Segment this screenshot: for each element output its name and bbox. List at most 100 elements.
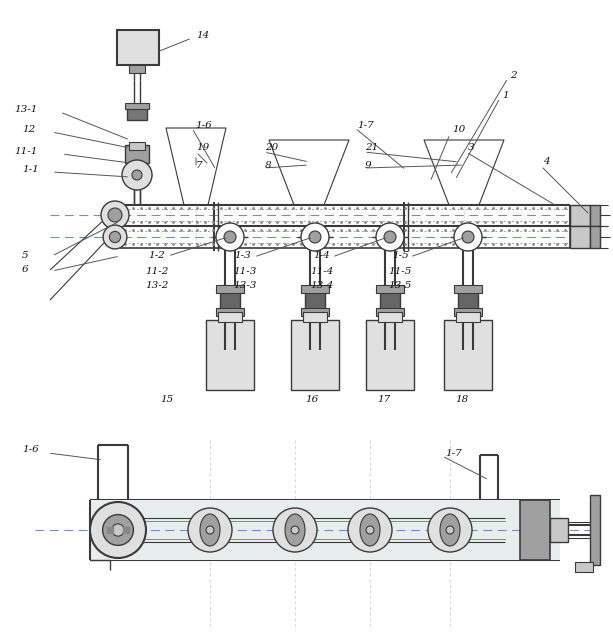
Text: 21: 21	[365, 144, 378, 153]
Text: 4: 4	[543, 158, 550, 167]
Text: 13-3: 13-3	[233, 281, 256, 290]
Bar	[129, 65, 145, 73]
Ellipse shape	[200, 514, 220, 546]
Circle shape	[348, 508, 392, 552]
Circle shape	[122, 160, 152, 190]
Circle shape	[376, 223, 404, 251]
Bar	[291, 320, 339, 390]
Text: 13-2: 13-2	[145, 281, 169, 290]
Text: 14: 14	[196, 31, 209, 40]
Bar	[216, 308, 244, 316]
Bar	[117, 30, 159, 65]
Ellipse shape	[440, 514, 460, 546]
Bar	[305, 290, 325, 310]
Text: 11-4: 11-4	[310, 267, 333, 276]
Text: 11-3: 11-3	[233, 267, 256, 276]
Text: 8: 8	[265, 160, 272, 169]
Bar	[303, 312, 327, 322]
Text: 1-4: 1-4	[313, 251, 330, 260]
Text: 17: 17	[377, 395, 390, 404]
Circle shape	[188, 508, 232, 552]
Bar	[301, 308, 329, 316]
Text: 10: 10	[452, 126, 465, 135]
Ellipse shape	[360, 514, 380, 546]
Bar	[456, 312, 480, 322]
Text: 19: 19	[196, 144, 209, 153]
Text: 1: 1	[502, 90, 509, 99]
Bar	[575, 562, 593, 572]
Circle shape	[428, 508, 472, 552]
Circle shape	[132, 170, 142, 180]
Bar	[454, 308, 482, 316]
Bar	[550, 518, 568, 542]
Text: 15: 15	[160, 395, 173, 404]
Bar	[590, 226, 600, 248]
Bar	[125, 145, 149, 163]
Text: 6: 6	[22, 265, 29, 274]
Circle shape	[301, 223, 329, 251]
Bar	[366, 320, 414, 390]
Text: 1-7: 1-7	[357, 121, 374, 129]
Ellipse shape	[285, 514, 305, 546]
Bar	[216, 285, 244, 293]
Circle shape	[309, 231, 321, 243]
Circle shape	[384, 231, 396, 243]
Bar	[301, 285, 329, 293]
Circle shape	[108, 208, 122, 222]
Bar	[376, 308, 404, 316]
Text: 18: 18	[455, 395, 468, 404]
Text: 1-5: 1-5	[392, 251, 409, 260]
Text: 1-6: 1-6	[195, 121, 211, 129]
Text: 9: 9	[365, 160, 371, 169]
Bar	[454, 285, 482, 293]
Bar	[590, 205, 600, 226]
Bar	[206, 320, 254, 390]
Text: 1-7: 1-7	[445, 449, 462, 458]
Circle shape	[273, 508, 317, 552]
Circle shape	[446, 526, 454, 534]
Text: 11-2: 11-2	[145, 267, 169, 276]
Text: 1-6: 1-6	[22, 445, 39, 454]
Text: 1-3: 1-3	[234, 251, 251, 260]
Bar	[220, 290, 240, 310]
Circle shape	[454, 223, 482, 251]
Circle shape	[109, 231, 121, 242]
Circle shape	[216, 223, 244, 251]
Text: 5: 5	[22, 251, 29, 260]
Bar	[125, 103, 149, 109]
Bar	[444, 320, 492, 390]
Text: 11-1: 11-1	[14, 147, 37, 156]
Text: 3: 3	[468, 144, 474, 153]
Text: 1-2: 1-2	[148, 251, 165, 260]
Circle shape	[462, 231, 474, 243]
Bar	[520, 500, 550, 560]
Text: 13-4: 13-4	[310, 281, 333, 290]
Bar	[127, 108, 147, 120]
Circle shape	[112, 524, 124, 536]
Bar	[90, 500, 560, 560]
Circle shape	[90, 502, 146, 558]
Bar	[380, 290, 400, 310]
Text: 1-1: 1-1	[22, 165, 39, 174]
Circle shape	[366, 526, 374, 534]
Text: 13-1: 13-1	[14, 106, 37, 115]
Circle shape	[224, 231, 236, 243]
Bar	[218, 312, 242, 322]
Text: 13-5: 13-5	[388, 281, 411, 290]
Circle shape	[102, 515, 134, 545]
Circle shape	[101, 201, 129, 229]
Circle shape	[291, 526, 299, 534]
Text: 12: 12	[22, 126, 36, 135]
Circle shape	[103, 225, 127, 249]
Circle shape	[206, 526, 214, 534]
Bar	[570, 205, 590, 226]
Text: 2: 2	[510, 71, 517, 79]
Text: 11-5: 11-5	[388, 267, 411, 276]
Bar	[458, 290, 478, 310]
Bar	[378, 312, 402, 322]
Bar	[590, 495, 600, 565]
Text: 16: 16	[305, 395, 318, 404]
Bar	[129, 142, 145, 150]
Text: 20: 20	[265, 144, 278, 153]
Bar	[570, 226, 590, 248]
